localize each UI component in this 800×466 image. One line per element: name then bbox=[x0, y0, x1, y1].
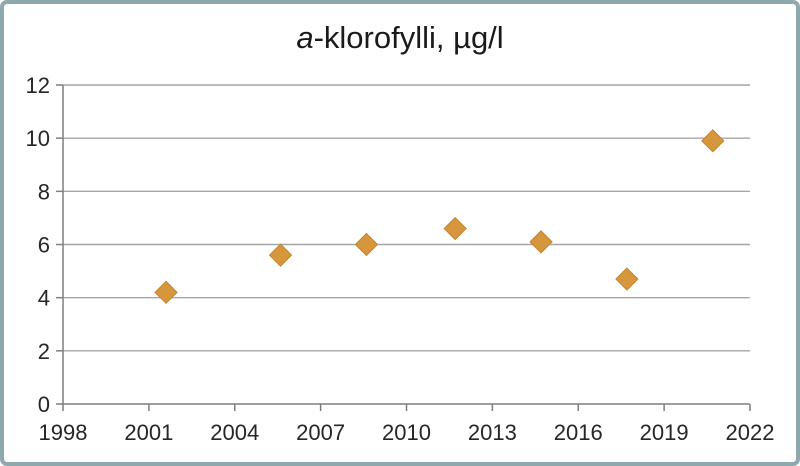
x-tick-label: 1998 bbox=[39, 420, 88, 445]
chart-title-text: -klorofylli, µg/l bbox=[313, 20, 504, 55]
x-tick-label: 2019 bbox=[640, 420, 689, 445]
y-tick-label: 6 bbox=[38, 233, 50, 258]
scatter-plot: 0 2 4 6 8 10 12 1998 2001 2004 2007 2010 2013 2016 201… bbox=[26, 73, 775, 445]
x-tick-label: 2016 bbox=[554, 420, 603, 445]
y-tick-label: 4 bbox=[38, 286, 50, 311]
data-point-diamond bbox=[154, 280, 178, 305]
x-tick-label: 2022 bbox=[726, 420, 775, 445]
data-point-diamond bbox=[701, 129, 725, 153]
y-tick-label: 2 bbox=[38, 339, 50, 364]
data-point-diamond bbox=[443, 216, 467, 241]
data-point-diamond bbox=[615, 267, 639, 291]
x-tick-label: 2007 bbox=[296, 420, 345, 445]
x-tick-label: 2004 bbox=[210, 420, 259, 445]
chart-title-italic-prefix: a bbox=[296, 20, 314, 55]
x-tick-label: 2010 bbox=[382, 420, 431, 445]
y-tick-label: 8 bbox=[38, 179, 50, 204]
chart-title: a-klorofylli, µg/l bbox=[4, 20, 796, 56]
data-point-diamond bbox=[529, 230, 553, 254]
x-tick-label: 2013 bbox=[468, 420, 517, 445]
y-tick-label: 10 bbox=[26, 126, 50, 151]
x-tick-label: 2001 bbox=[124, 420, 173, 445]
y-tick-label: 0 bbox=[38, 392, 50, 417]
data-point-diamond bbox=[354, 232, 379, 257]
y-tick-label: 12 bbox=[26, 73, 50, 98]
data-point-diamond bbox=[268, 243, 293, 267]
